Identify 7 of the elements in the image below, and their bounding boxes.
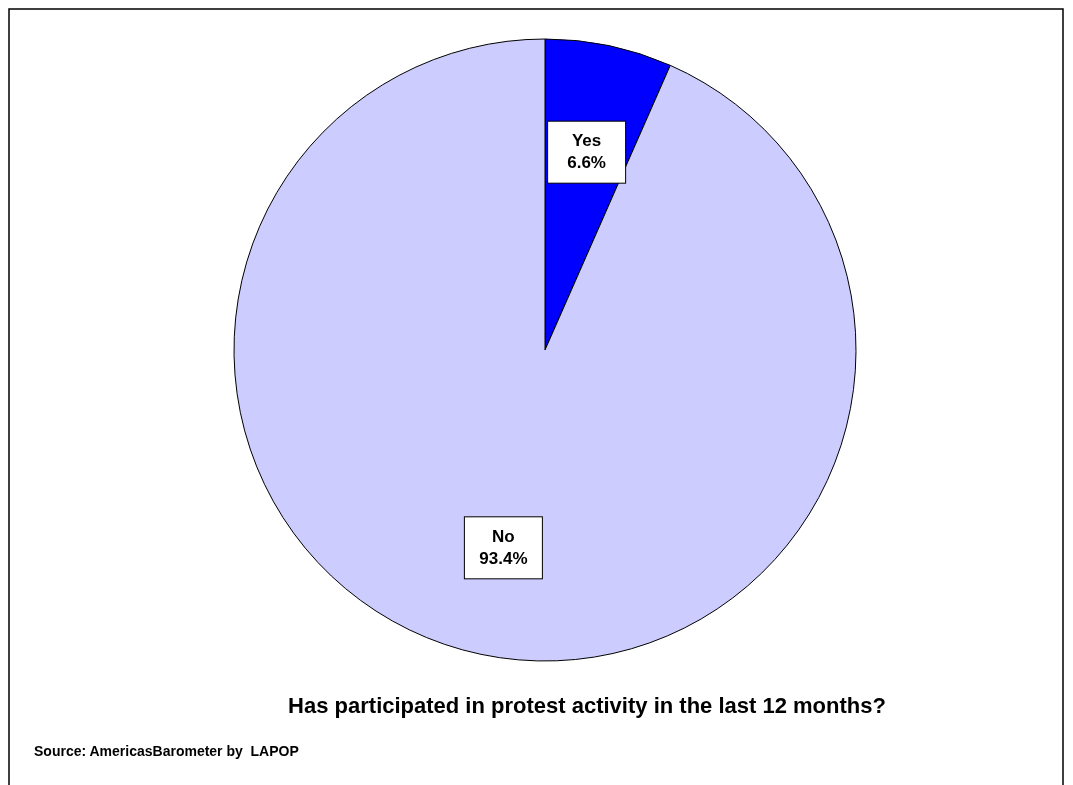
data-label: 6.6% xyxy=(567,153,606,173)
slice-label: No xyxy=(492,526,515,546)
text: Has participated in protest activity in the last 12 months? xyxy=(288,693,886,718)
source-note: Source: AmericasBarometer by LAPOP xyxy=(34,743,299,759)
pie-slice xyxy=(233,38,857,662)
data-label: 93.4% xyxy=(479,548,528,568)
slice-label: Yes xyxy=(571,131,602,151)
